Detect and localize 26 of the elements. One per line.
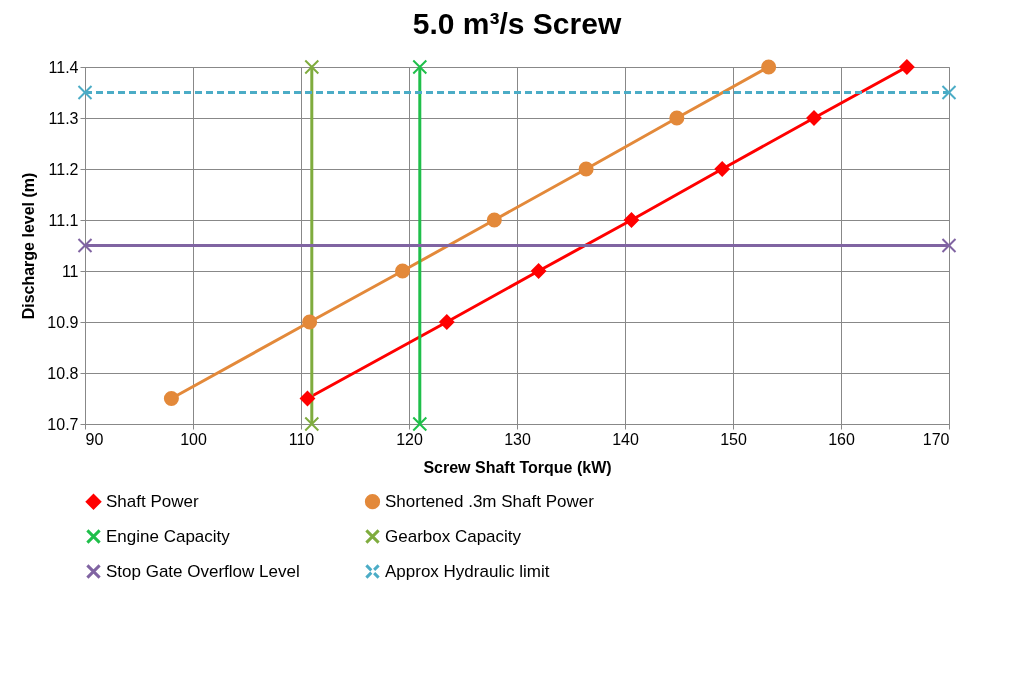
legend-label: Gearbox Capacity: [385, 526, 522, 546]
legend-label: Approx Hydraulic limit: [385, 561, 550, 581]
y-tick-label: 11.4: [48, 58, 79, 76]
x-tick-label: 100: [180, 430, 207, 448]
x-tick-label: 170: [922, 430, 950, 448]
legend-label: Shaft Power: [106, 491, 199, 511]
x-tick-label: 110: [288, 430, 315, 448]
chart-title: 5.0 m³/s Screw: [412, 7, 622, 41]
x-tick-label: 160: [828, 430, 855, 448]
y-tick-label: 10.7: [47, 415, 79, 433]
y-tick-label: 11.2: [48, 160, 79, 178]
legend-label: Shortened .3m Shaft Power: [385, 491, 595, 511]
y-axis-title: Discharge level (m): [20, 172, 38, 320]
y-tick-label: 10.9: [47, 313, 79, 331]
legend-label: Stop Gate Overflow Level: [106, 561, 300, 581]
legend-label: Engine Capacity: [106, 526, 231, 546]
x-tick-label: 130: [504, 430, 531, 448]
x-tick-label: 150: [720, 430, 747, 448]
x-tick-label: 120: [396, 430, 423, 448]
x-tick-label: 90: [85, 430, 104, 448]
y-tick-label: 10.8: [47, 364, 79, 382]
x-tick-label: 140: [612, 430, 639, 448]
y-tick-label: 11: [61, 262, 79, 280]
y-tick-label: 11.1: [48, 211, 79, 229]
x-axis-title: Screw Shaft Torque (kW): [423, 458, 612, 476]
y-tick-label: 11.3: [48, 109, 79, 127]
